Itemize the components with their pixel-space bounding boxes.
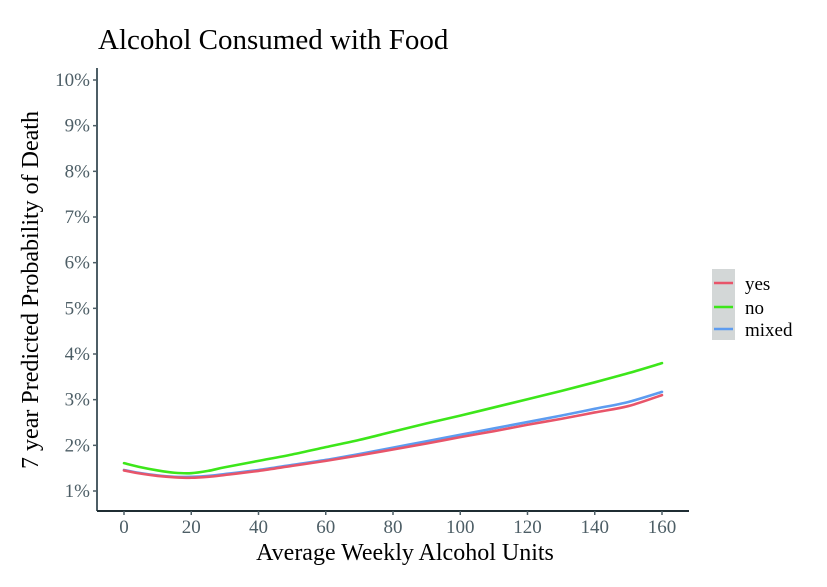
plot-area: [122, 361, 664, 480]
series-line-mixed: [122, 390, 664, 479]
y-tick-label: 3%: [65, 390, 91, 411]
x-tick-label: 0: [119, 517, 129, 538]
x-tick-label: 100: [446, 517, 475, 538]
y-tick-label: 8%: [65, 161, 91, 182]
y-tick-label: 9%: [65, 116, 91, 137]
x-axis-title: Average Weekly Alcohol Units: [256, 540, 554, 566]
series-line-no: [122, 361, 664, 475]
legend-label-mixed: mixed: [745, 320, 793, 341]
y-ticks: 1% 2% 3% 4% 5% 6% 7% 8% 9% 10%: [55, 70, 97, 502]
series-line-yes: [122, 393, 664, 480]
y-tick-label: 5%: [65, 298, 91, 319]
y-tick-label: 10%: [55, 70, 90, 91]
x-tick-label: 40: [249, 517, 268, 538]
x-tick-label: 20: [182, 517, 201, 538]
x-tick-label: 120: [513, 517, 542, 538]
y-tick-label: 2%: [65, 435, 91, 456]
y-tick-label: 4%: [65, 344, 91, 365]
chart-title: Alcohol Consumed with Food: [98, 24, 449, 56]
x-ticks: 0 20 40 60 80 100 120 140 160: [119, 511, 676, 538]
x-tick-label: 160: [648, 517, 677, 538]
legend-key-background: [712, 269, 735, 340]
y-tick-label: 7%: [65, 207, 91, 228]
y-axis-title: 7 year Predicted Probability of Death: [18, 111, 44, 469]
y-tick-label: 6%: [65, 253, 91, 274]
legend-label-no: no: [745, 298, 764, 319]
y-tick-label: 1%: [65, 481, 91, 502]
x-tick-label: 80: [384, 517, 403, 538]
legend-label-yes: yes: [745, 274, 770, 295]
x-tick-label: 140: [581, 517, 610, 538]
x-tick-label: 60: [316, 517, 335, 538]
